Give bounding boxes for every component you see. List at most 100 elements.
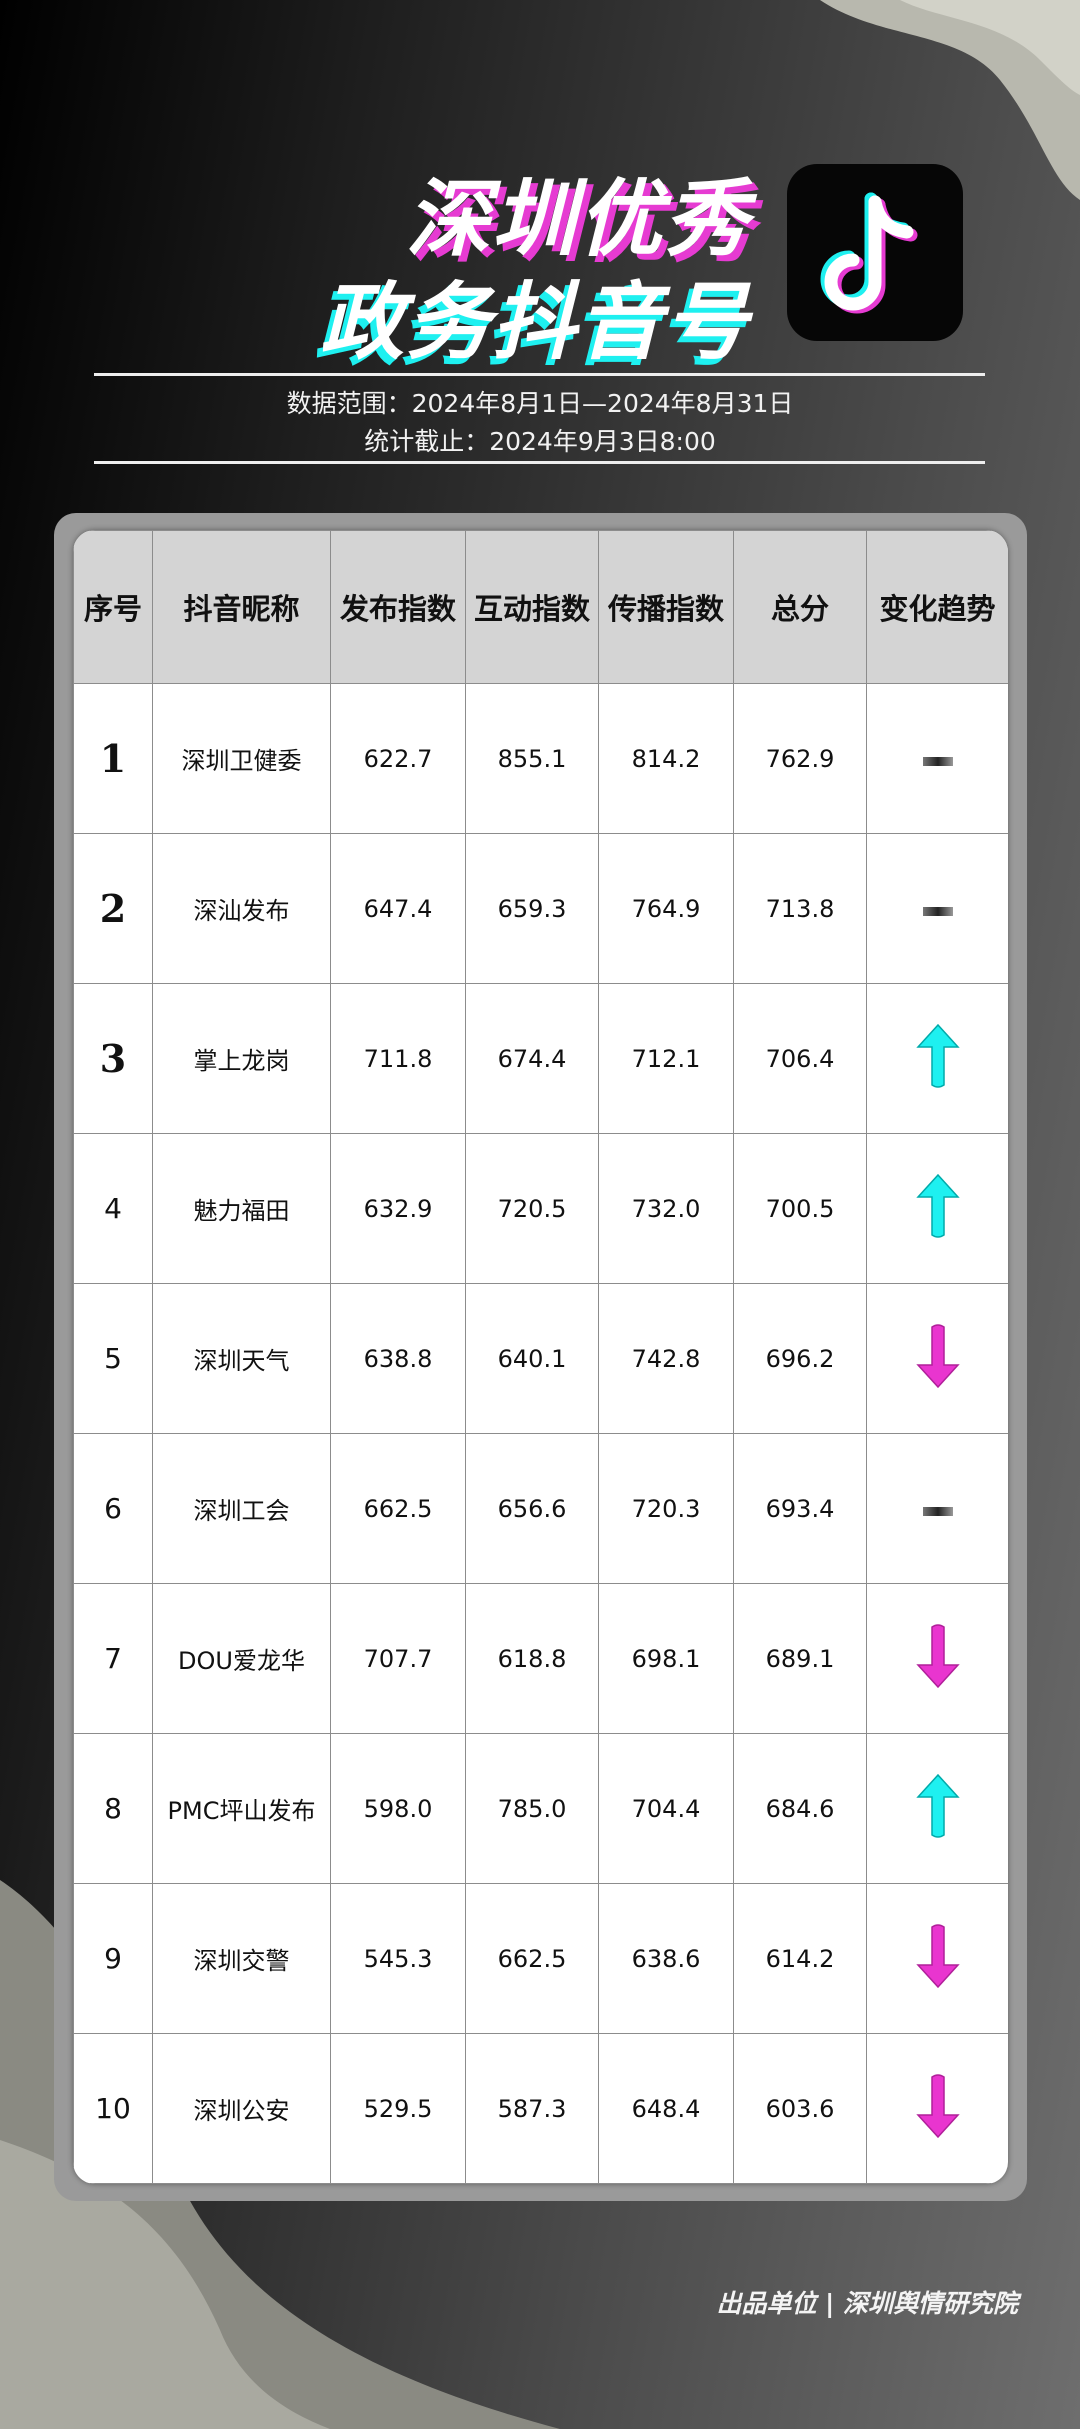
cell-interact: 587.3 [465, 2033, 599, 2184]
cell-trend [866, 1133, 1008, 1284]
cell-trend [866, 683, 1008, 834]
cell-spread: 698.1 [598, 1583, 734, 1734]
column-header: 发布指数 [330, 530, 466, 684]
cell-trend [866, 833, 1008, 984]
arrow-down-icon [915, 1323, 960, 1388]
cell-rank: 7 [73, 1583, 153, 1734]
cell-publish: 632.9 [330, 1133, 466, 1284]
cell-name: 深汕发布 [152, 833, 331, 984]
cell-rank: 3 [73, 983, 153, 1134]
cell-spread: 712.1 [598, 983, 734, 1134]
table-row: 9 深圳交警 545.3 662.5 638.6 614.2 [73, 1883, 1008, 2034]
cell-publish: 711.8 [330, 983, 466, 1134]
cell-rank: 10 [73, 2033, 153, 2184]
cell-publish: 529.5 [330, 2033, 466, 2184]
cell-publish: 545.3 [330, 1883, 466, 2034]
cell-name: 深圳工会 [152, 1433, 331, 1584]
decorative-wave-bottom-left [0, 1880, 560, 2429]
cell-rank: 5 [73, 1283, 153, 1434]
arrow-up-icon [915, 1023, 960, 1088]
column-header: 序号 [73, 530, 153, 684]
table-row: 7 DOU爱龙华 707.7 618.8 698.1 689.1 [73, 1583, 1008, 1734]
data-range: 数据范围：2024年8月1日—2024年8月31日 [286, 389, 794, 418]
cell-interact: 659.3 [465, 833, 599, 984]
cell-rank: 1 [73, 683, 153, 834]
flat-dash-icon [922, 756, 953, 766]
table-row: 8 PMC坪山发布 598.0 785.0 704.4 684.6 [73, 1733, 1008, 1884]
cell-interact: 855.1 [465, 683, 599, 834]
cell-rank: 4 [73, 1133, 153, 1284]
table-header: 序号 抖音昵称 发布指数 互动指数 传播指数 总分 变化趋势 [73, 530, 1008, 684]
table-row: 4 魅力福田 632.9 720.5 732.0 700.5 [73, 1133, 1008, 1284]
cell-spread: 764.9 [598, 833, 734, 984]
cell-spread: 720.3 [598, 1433, 734, 1584]
cell-publish: 662.5 [330, 1433, 466, 1584]
ranking-table: 序号 抖音昵称 发布指数 互动指数 传播指数 总分 变化趋势 1 深圳卫健委 622.7 855.… [73, 530, 1008, 2184]
cell-publish: 598.0 [330, 1733, 466, 1884]
publisher-credit: 出品单位 | 深圳舆情研究院 [716, 2289, 1018, 2318]
table-row: 5 深圳天气 638.8 640.1 742.8 696.2 [73, 1283, 1008, 1434]
cell-rank: 6 [73, 1433, 153, 1584]
title-line-2: 政务抖音号 [319, 273, 750, 371]
cell-name: 深圳卫健委 [152, 683, 331, 834]
cell-total: 762.9 [733, 683, 867, 834]
cell-spread: 704.4 [598, 1733, 734, 1884]
cell-name: PMC坪山发布 [152, 1733, 331, 1884]
cell-total: 696.2 [733, 1283, 867, 1434]
table-row: 6 深圳工会 662.5 656.6 720.3 693.4 [73, 1433, 1008, 1584]
cell-name: 深圳交警 [152, 1883, 331, 2034]
table-row: 3 掌上龙岗 711.8 674.4 712.1 706.4 [73, 983, 1008, 1134]
cell-total: 693.4 [733, 1433, 867, 1584]
cell-interact: 674.4 [465, 983, 599, 1134]
cell-trend [866, 1883, 1008, 2034]
arrow-up-icon [915, 1173, 960, 1238]
column-header: 变化趋势 [866, 530, 1008, 684]
cell-total: 603.6 [733, 2033, 867, 2184]
cell-rank: 9 [73, 1883, 153, 2034]
cell-publish: 622.7 [330, 683, 466, 834]
cell-name: 深圳天气 [152, 1283, 331, 1434]
cell-trend [866, 1583, 1008, 1734]
divider-bottom [94, 461, 985, 464]
cell-total: 684.6 [733, 1733, 867, 1884]
cell-interact: 640.1 [465, 1283, 599, 1434]
title-line-1: 深圳优秀 [405, 170, 750, 268]
cell-total: 706.4 [733, 983, 867, 1134]
cell-spread: 648.4 [598, 2033, 734, 2184]
arrow-up-icon [915, 1773, 960, 1838]
cell-trend [866, 983, 1008, 1134]
decorative-wave-top-right [820, 0, 1080, 200]
cell-trend [866, 1733, 1008, 1884]
cell-total: 614.2 [733, 1883, 867, 2034]
cell-name: 魅力福田 [152, 1133, 331, 1284]
column-header: 传播指数 [598, 530, 734, 684]
table-row: 1 深圳卫健委 622.7 855.1 814.2 762.9 [73, 683, 1008, 834]
cell-spread: 814.2 [598, 683, 734, 834]
cell-spread: 742.8 [598, 1283, 734, 1434]
cell-publish: 707.7 [330, 1583, 466, 1734]
cell-spread: 638.6 [598, 1883, 734, 2034]
arrow-down-icon [915, 1923, 960, 1988]
cell-interact: 656.6 [465, 1433, 599, 1584]
column-header: 互动指数 [465, 530, 599, 684]
flat-dash-icon [922, 1506, 953, 1516]
cell-rank: 8 [73, 1733, 153, 1884]
arrow-down-icon [915, 2073, 960, 2138]
cutoff-time: 统计截止：2024年9月3日8:00 [364, 427, 716, 456]
cell-trend [866, 1283, 1008, 1434]
cell-total: 689.1 [733, 1583, 867, 1734]
cell-total: 700.5 [733, 1133, 867, 1284]
flat-dash-icon [922, 906, 953, 916]
column-header: 抖音昵称 [152, 530, 331, 684]
cell-interact: 662.5 [465, 1883, 599, 2034]
cell-interact: 785.0 [465, 1733, 599, 1884]
cell-total: 713.8 [733, 833, 867, 984]
divider-top [94, 373, 985, 376]
table-row: 2 深汕发布 647.4 659.3 764.9 713.8 [73, 833, 1008, 984]
cell-interact: 720.5 [465, 1133, 599, 1284]
cell-trend [866, 1433, 1008, 1584]
cell-rank: 2 [73, 833, 153, 984]
cell-name: DOU爱龙华 [152, 1583, 331, 1734]
cell-interact: 618.8 [465, 1583, 599, 1734]
table-row: 10 深圳公安 529.5 587.3 648.4 603.6 [73, 2033, 1008, 2184]
